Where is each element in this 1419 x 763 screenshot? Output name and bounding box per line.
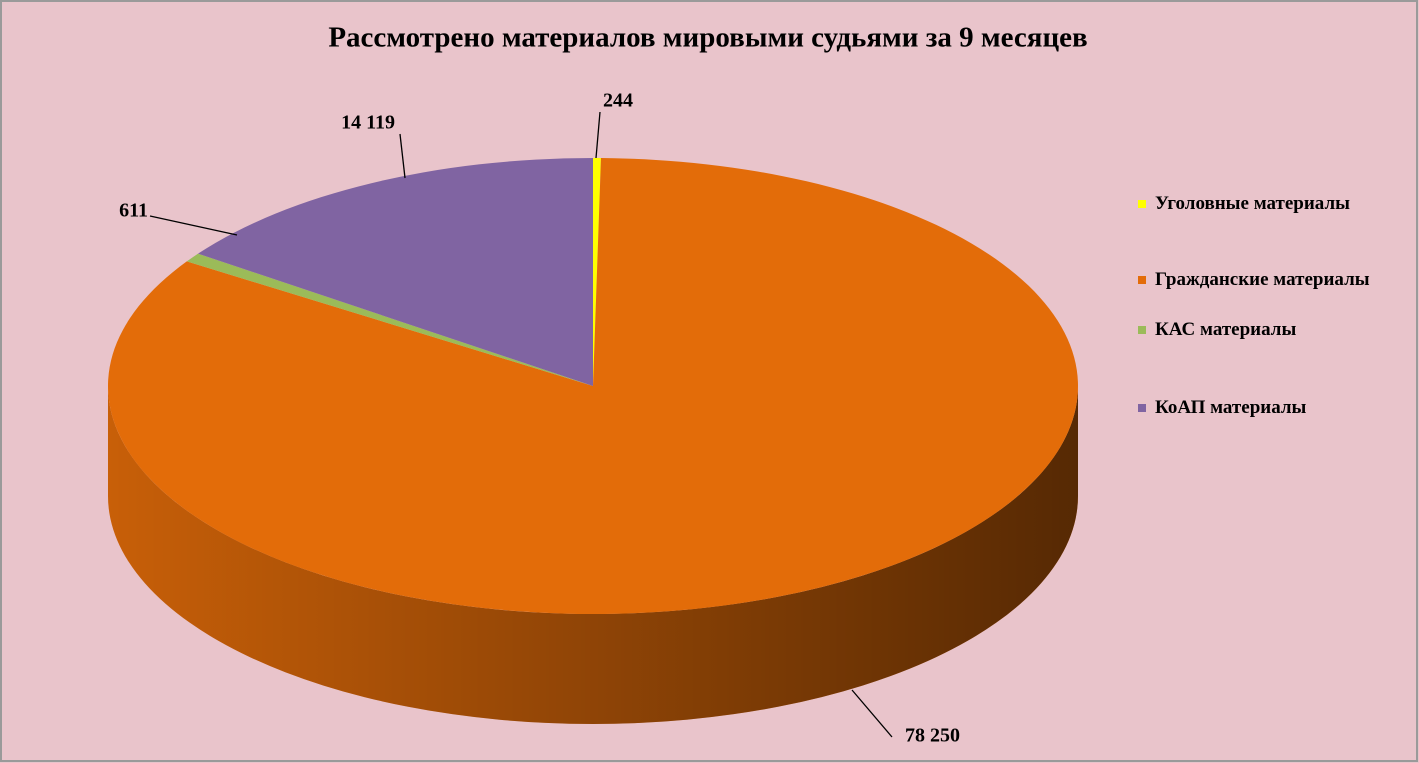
data-label: 78 250 [905,725,960,747]
legend-swatch [1138,200,1146,208]
legend-swatch [1138,276,1146,284]
legend-item: КАС материалы [1138,316,1408,344]
legend-label: КАС материалы [1155,319,1297,340]
slice [593,158,601,386]
legend-swatch [1138,404,1146,412]
plot: 244 78 250 611 14 119 [107,90,1078,747]
data-label: 244 [603,90,633,112]
legend: Уголовные материалы Гражданские материалы… [1138,190,1408,422]
leader-line [851,689,893,738]
leader-line [399,133,406,179]
leader-line [149,215,238,236]
legend-item: Уголовные материалы [1138,190,1408,218]
data-label: 611 [119,200,148,222]
legend-item: КоАП материалы [1138,394,1408,422]
legend-swatch [1138,326,1146,334]
legend-label: КоАП материалы [1155,397,1307,418]
leader-line [595,111,601,159]
chart-title: Рассмотрено материалов мировыми судьями … [328,22,1087,54]
slice [198,158,593,386]
slice [107,158,1078,615]
side-shading [108,386,1078,724]
legend-label: Гражданские материалы [1155,269,1370,290]
legend-item: Гражданские материалы [1138,266,1408,294]
data-label: 14 119 [341,112,395,134]
slice [186,253,594,386]
legend-label: Уголовные материалы [1155,193,1350,214]
